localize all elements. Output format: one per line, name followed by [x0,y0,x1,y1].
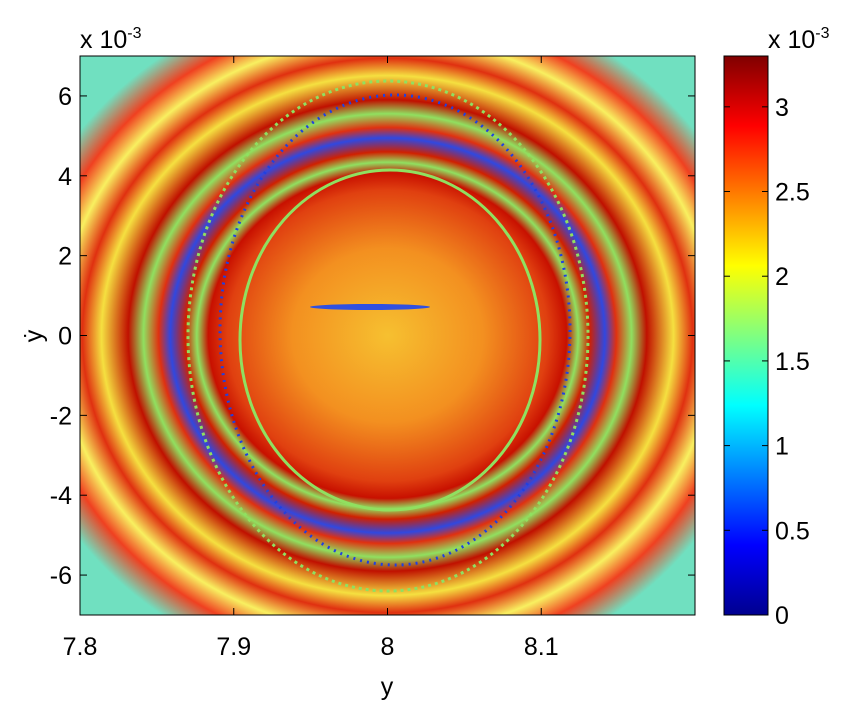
x-tick-label: 7.8 [63,633,98,661]
x-tick-label: 7.9 [216,633,251,661]
colorbar-tick-label: 2.5 [775,179,810,207]
y-tick-label: -2 [50,402,72,430]
y-axis-label: ẏ [20,329,48,342]
x-tick-label: 8 [381,633,395,661]
colorbar-tick-label: 0.5 [775,517,810,545]
y-multiplier: x 10-3 [80,25,142,54]
colorbar [723,55,769,616]
x-axis-label: y [381,673,394,701]
colorbar-tick-label: 0 [775,602,789,630]
colorbar-multiplier: x 10-3 [768,25,830,54]
y-tick-label: 6 [58,83,72,111]
y-multiplier-exponent: -3 [127,25,141,42]
orbit-points [238,168,542,512]
colorbar-tick-label: 1 [775,433,789,461]
y-tick-label: -6 [50,562,72,590]
colorbar-tick-label: 2 [775,263,789,291]
colorbar-tick-label: 3 [775,94,789,122]
y-tick-label: 0 [58,323,72,351]
y-tick-label: 4 [58,163,72,191]
colorbar-tick-label: 1.5 [775,348,810,376]
y-tick-label: 2 [58,243,72,271]
orbit-points [186,79,590,593]
heatmap-field [80,56,695,615]
colorbar-multiplier-base: x 10 [768,26,815,54]
colorbar-multiplier-exponent: -3 [815,25,829,42]
orbit-points [218,93,572,567]
field-streak [310,304,430,310]
y-multiplier-base: x 10 [80,26,127,54]
y-tick-label: -4 [50,482,72,510]
x-tick-label: 8.1 [524,633,559,661]
